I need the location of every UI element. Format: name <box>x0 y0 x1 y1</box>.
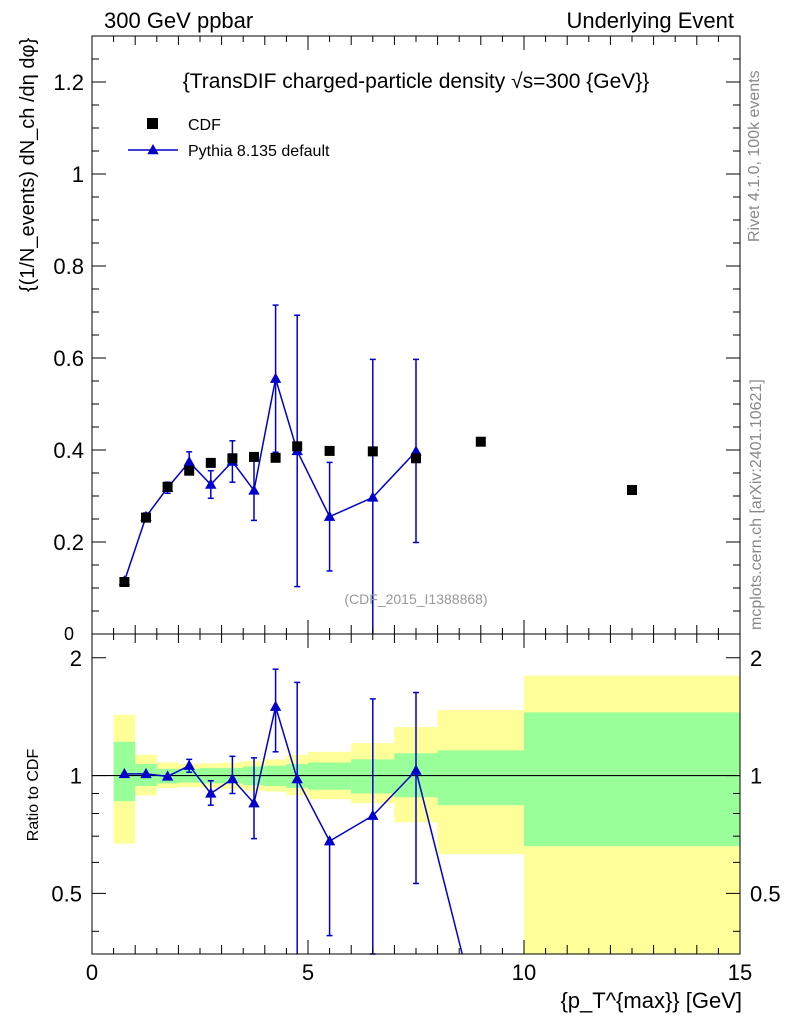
cdf-point <box>141 512 151 523</box>
ratio-point <box>323 835 336 846</box>
ratio-point <box>161 770 174 781</box>
main-y-tick-label: 0.6 <box>53 346 84 371</box>
analysis-watermark: (CDF_2015_I1388868) <box>344 591 487 607</box>
x-tick-label: 10 <box>512 960 536 985</box>
ratio-point <box>226 772 239 784</box>
chart-text: 0 5 10 15 0.2 0.4 0.6 0.8 1 1.2 0 0.5 0.5 1 1 2 2 {TransD… <box>17 38 781 1013</box>
legend-pythia-marker <box>147 144 159 155</box>
cdf-point <box>162 481 173 492</box>
cdf-point <box>411 453 421 464</box>
cdf-point <box>367 446 378 457</box>
x-tick-label: 0 <box>86 960 98 985</box>
ratio-point <box>410 764 422 775</box>
cdf-point <box>324 445 335 456</box>
x-tick-label: 5 <box>302 960 314 985</box>
ratio-point <box>367 809 379 820</box>
legend-cdf-label: CDF <box>188 117 221 134</box>
main-y-tick-label: 0.8 <box>53 254 84 279</box>
main-y-axis-label: {(1/N_events) dN_ch /dη dφ} <box>17 38 39 293</box>
main-y-tick-label: 0.4 <box>53 438 84 463</box>
cdf-point <box>184 465 195 476</box>
legend-pythia-label: Pythia 8.135 default <box>188 143 330 160</box>
ratio-y-tick-label: 2 <box>70 646 82 671</box>
ratio-y-tick-label-right: 0.5 <box>750 881 781 906</box>
cdf-point <box>292 441 303 452</box>
axes <box>91 35 741 955</box>
ratio-point <box>205 787 217 798</box>
main-y-zero-label: 0 <box>64 624 74 644</box>
ratio-point <box>118 767 131 779</box>
chart-title: {TransDIF charged-particle density √s=30… <box>183 70 650 93</box>
legend-cdf-marker <box>147 118 158 129</box>
cdf-point <box>249 451 259 462</box>
ratio-y-tick-label-right: 1 <box>750 764 762 789</box>
ratio-point <box>291 772 303 784</box>
ratio-y-tick-label: 1 <box>70 764 82 789</box>
pythia-point <box>323 510 336 521</box>
main-y-tick-label: 1 <box>72 162 84 187</box>
pythia-point <box>183 455 195 467</box>
cdf-point <box>119 577 130 588</box>
x-tick-label: 15 <box>728 960 752 985</box>
pythia-line <box>123 378 417 582</box>
pythia-point <box>269 372 282 383</box>
main-data-marks <box>118 304 637 634</box>
inner-band-bin <box>524 712 740 847</box>
ratio-point <box>183 759 195 770</box>
header-right-label: Underlying Event <box>566 8 734 33</box>
ratio-y-axis-label: Ratio to CDF <box>25 749 42 842</box>
ratio-point <box>140 767 152 779</box>
pythia-point <box>248 484 260 495</box>
header-left-label: 300 GeV ppbar <box>104 8 254 33</box>
cdf-point <box>475 436 486 447</box>
pythia-point <box>367 491 379 502</box>
main-y-tick-label: 1.2 <box>53 70 84 95</box>
ratio-y-tick-label-right: 2 <box>750 646 762 671</box>
ratio-y-tick-label: 0.5 <box>51 881 82 906</box>
ratio-point <box>248 797 260 808</box>
pythia-point <box>205 478 217 489</box>
ratio-data-marks <box>118 668 463 955</box>
x-axis-label: {p_T^{max}} [GeV] <box>560 988 742 1013</box>
cdf-point <box>227 453 238 464</box>
cdf-point <box>270 452 281 463</box>
cdf-point <box>205 457 216 468</box>
ratio-uncertainty-bands <box>92 675 740 954</box>
inner-band-bin <box>437 750 524 806</box>
pythia-point <box>410 445 422 456</box>
main-y-tick-label: 0.2 <box>53 530 84 555</box>
cdf-point <box>627 485 637 496</box>
ratio-point <box>269 700 282 711</box>
